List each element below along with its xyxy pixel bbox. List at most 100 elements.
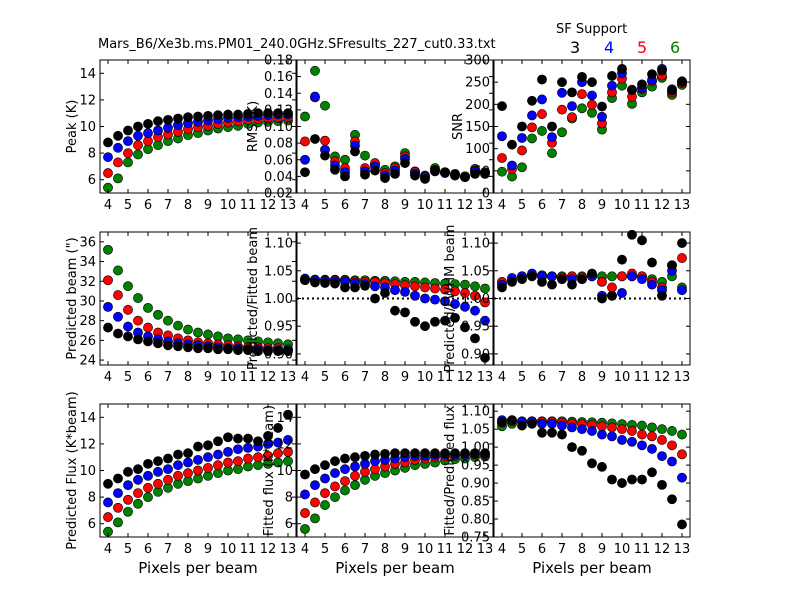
y-tick-label: 8 xyxy=(88,147,96,162)
x-tick-label: 7 xyxy=(361,542,369,557)
x-tick-label: 12 xyxy=(654,198,671,213)
x-tick-label: 7 xyxy=(558,198,566,213)
data-point-3 xyxy=(370,165,380,176)
data-point-5 xyxy=(607,422,617,433)
data-point-4 xyxy=(213,449,223,460)
data-point-3 xyxy=(213,110,223,121)
data-point-4 xyxy=(557,420,567,431)
x-tick-label: 13 xyxy=(477,542,494,557)
data-point-4 xyxy=(617,435,627,445)
x-tick-label: 8 xyxy=(578,198,586,213)
data-point-3 xyxy=(133,334,143,345)
data-point-4 xyxy=(637,440,647,451)
plot-frame xyxy=(99,231,297,366)
data-point-5 xyxy=(123,494,133,505)
data-point-5 xyxy=(143,322,153,333)
x-tick-label: 13 xyxy=(477,370,494,385)
data-point-3 xyxy=(517,274,527,285)
chart-fitted-predicted-flux: 4 5 6 7 8 9 10 11 12 130.750.800.850.900.951.001.… xyxy=(443,403,691,577)
data-point-4 xyxy=(547,418,557,429)
data-point-5 xyxy=(223,457,233,468)
data-point-4 xyxy=(123,321,133,332)
x-tick-label: 5 xyxy=(321,542,329,557)
y-tick-label: 1.10 xyxy=(264,237,293,252)
data-point-3 xyxy=(470,168,480,179)
data-point-3 xyxy=(430,448,440,459)
x-tick-label: 5 xyxy=(124,542,132,557)
data-point-3 xyxy=(657,290,667,301)
data-point-3 xyxy=(517,420,527,431)
data-point-5 xyxy=(153,478,163,489)
data-point-4 xyxy=(607,80,617,91)
plot-area xyxy=(297,232,493,365)
x-tick-label: 12 xyxy=(260,370,277,385)
data-point-4 xyxy=(113,311,123,322)
data-point-4 xyxy=(143,470,153,481)
data-point-3 xyxy=(350,282,360,293)
data-point-3 xyxy=(263,431,273,441)
data-point-3 xyxy=(193,111,203,122)
data-point-4 xyxy=(133,474,143,485)
x-tick-label: 9 xyxy=(598,370,606,385)
y-axis-label: Fitted/Predicted flux xyxy=(443,405,458,536)
data-point-5 xyxy=(263,450,273,461)
legend-entry-4: 4 xyxy=(604,38,615,57)
data-point-5 xyxy=(193,465,203,476)
data-point-3 xyxy=(647,257,657,268)
data-point-5 xyxy=(183,468,193,479)
y-tick-label: 150 xyxy=(465,120,490,135)
data-point-5 xyxy=(647,431,657,442)
plot-frame xyxy=(493,403,691,538)
data-point-3 xyxy=(627,474,637,485)
data-point-5 xyxy=(607,282,617,293)
x-tick-label: 6 xyxy=(144,542,152,557)
x-tick-label: 6 xyxy=(341,542,349,557)
x-tick-label: 6 xyxy=(538,370,546,385)
x-tick-label: 8 xyxy=(578,542,586,557)
data-point-3 xyxy=(497,417,507,427)
data-point-4 xyxy=(547,271,557,282)
y-tick-label: 100 xyxy=(465,142,490,157)
data-point-4 xyxy=(163,464,173,475)
x-tick-label: 10 xyxy=(220,542,237,557)
data-point-3 xyxy=(203,343,213,354)
y-tick-label: 12 xyxy=(79,437,96,452)
data-point-5 xyxy=(637,429,647,440)
data-point-3 xyxy=(440,448,450,459)
data-point-5 xyxy=(577,89,587,100)
x-tick-label: 13 xyxy=(674,198,691,213)
x-tick-label: 10 xyxy=(614,542,631,557)
data-point-5 xyxy=(203,462,213,473)
data-point-3 xyxy=(103,478,113,489)
data-point-4 xyxy=(390,285,400,296)
data-point-3 xyxy=(350,452,360,463)
data-point-3 xyxy=(527,418,537,429)
data-point-5 xyxy=(113,290,123,300)
data-point-5 xyxy=(350,470,360,481)
y-tick-label: 0.85 xyxy=(461,495,490,510)
data-point-4 xyxy=(657,451,667,462)
data-point-6 xyxy=(300,524,310,534)
data-point-5 xyxy=(253,452,263,463)
x-tick-label: 11 xyxy=(634,370,651,385)
data-point-3 xyxy=(390,448,400,459)
data-point-3 xyxy=(430,165,440,176)
data-point-3 xyxy=(647,69,657,80)
data-point-4 xyxy=(647,444,657,454)
x-tick-label: 8 xyxy=(184,370,192,385)
x-tick-label: 13 xyxy=(674,542,691,557)
data-point-4 xyxy=(103,301,113,312)
data-point-5 xyxy=(133,140,143,151)
data-point-4 xyxy=(103,497,113,508)
y-tick-label: 50 xyxy=(473,164,490,179)
data-point-6 xyxy=(637,420,647,431)
plot-area xyxy=(494,232,690,365)
x-tick-label: 12 xyxy=(654,370,671,385)
data-point-4 xyxy=(113,488,123,499)
data-point-4 xyxy=(557,87,567,98)
data-point-5 xyxy=(283,446,293,457)
data-point-4 xyxy=(310,480,320,491)
data-point-3 xyxy=(163,453,173,464)
